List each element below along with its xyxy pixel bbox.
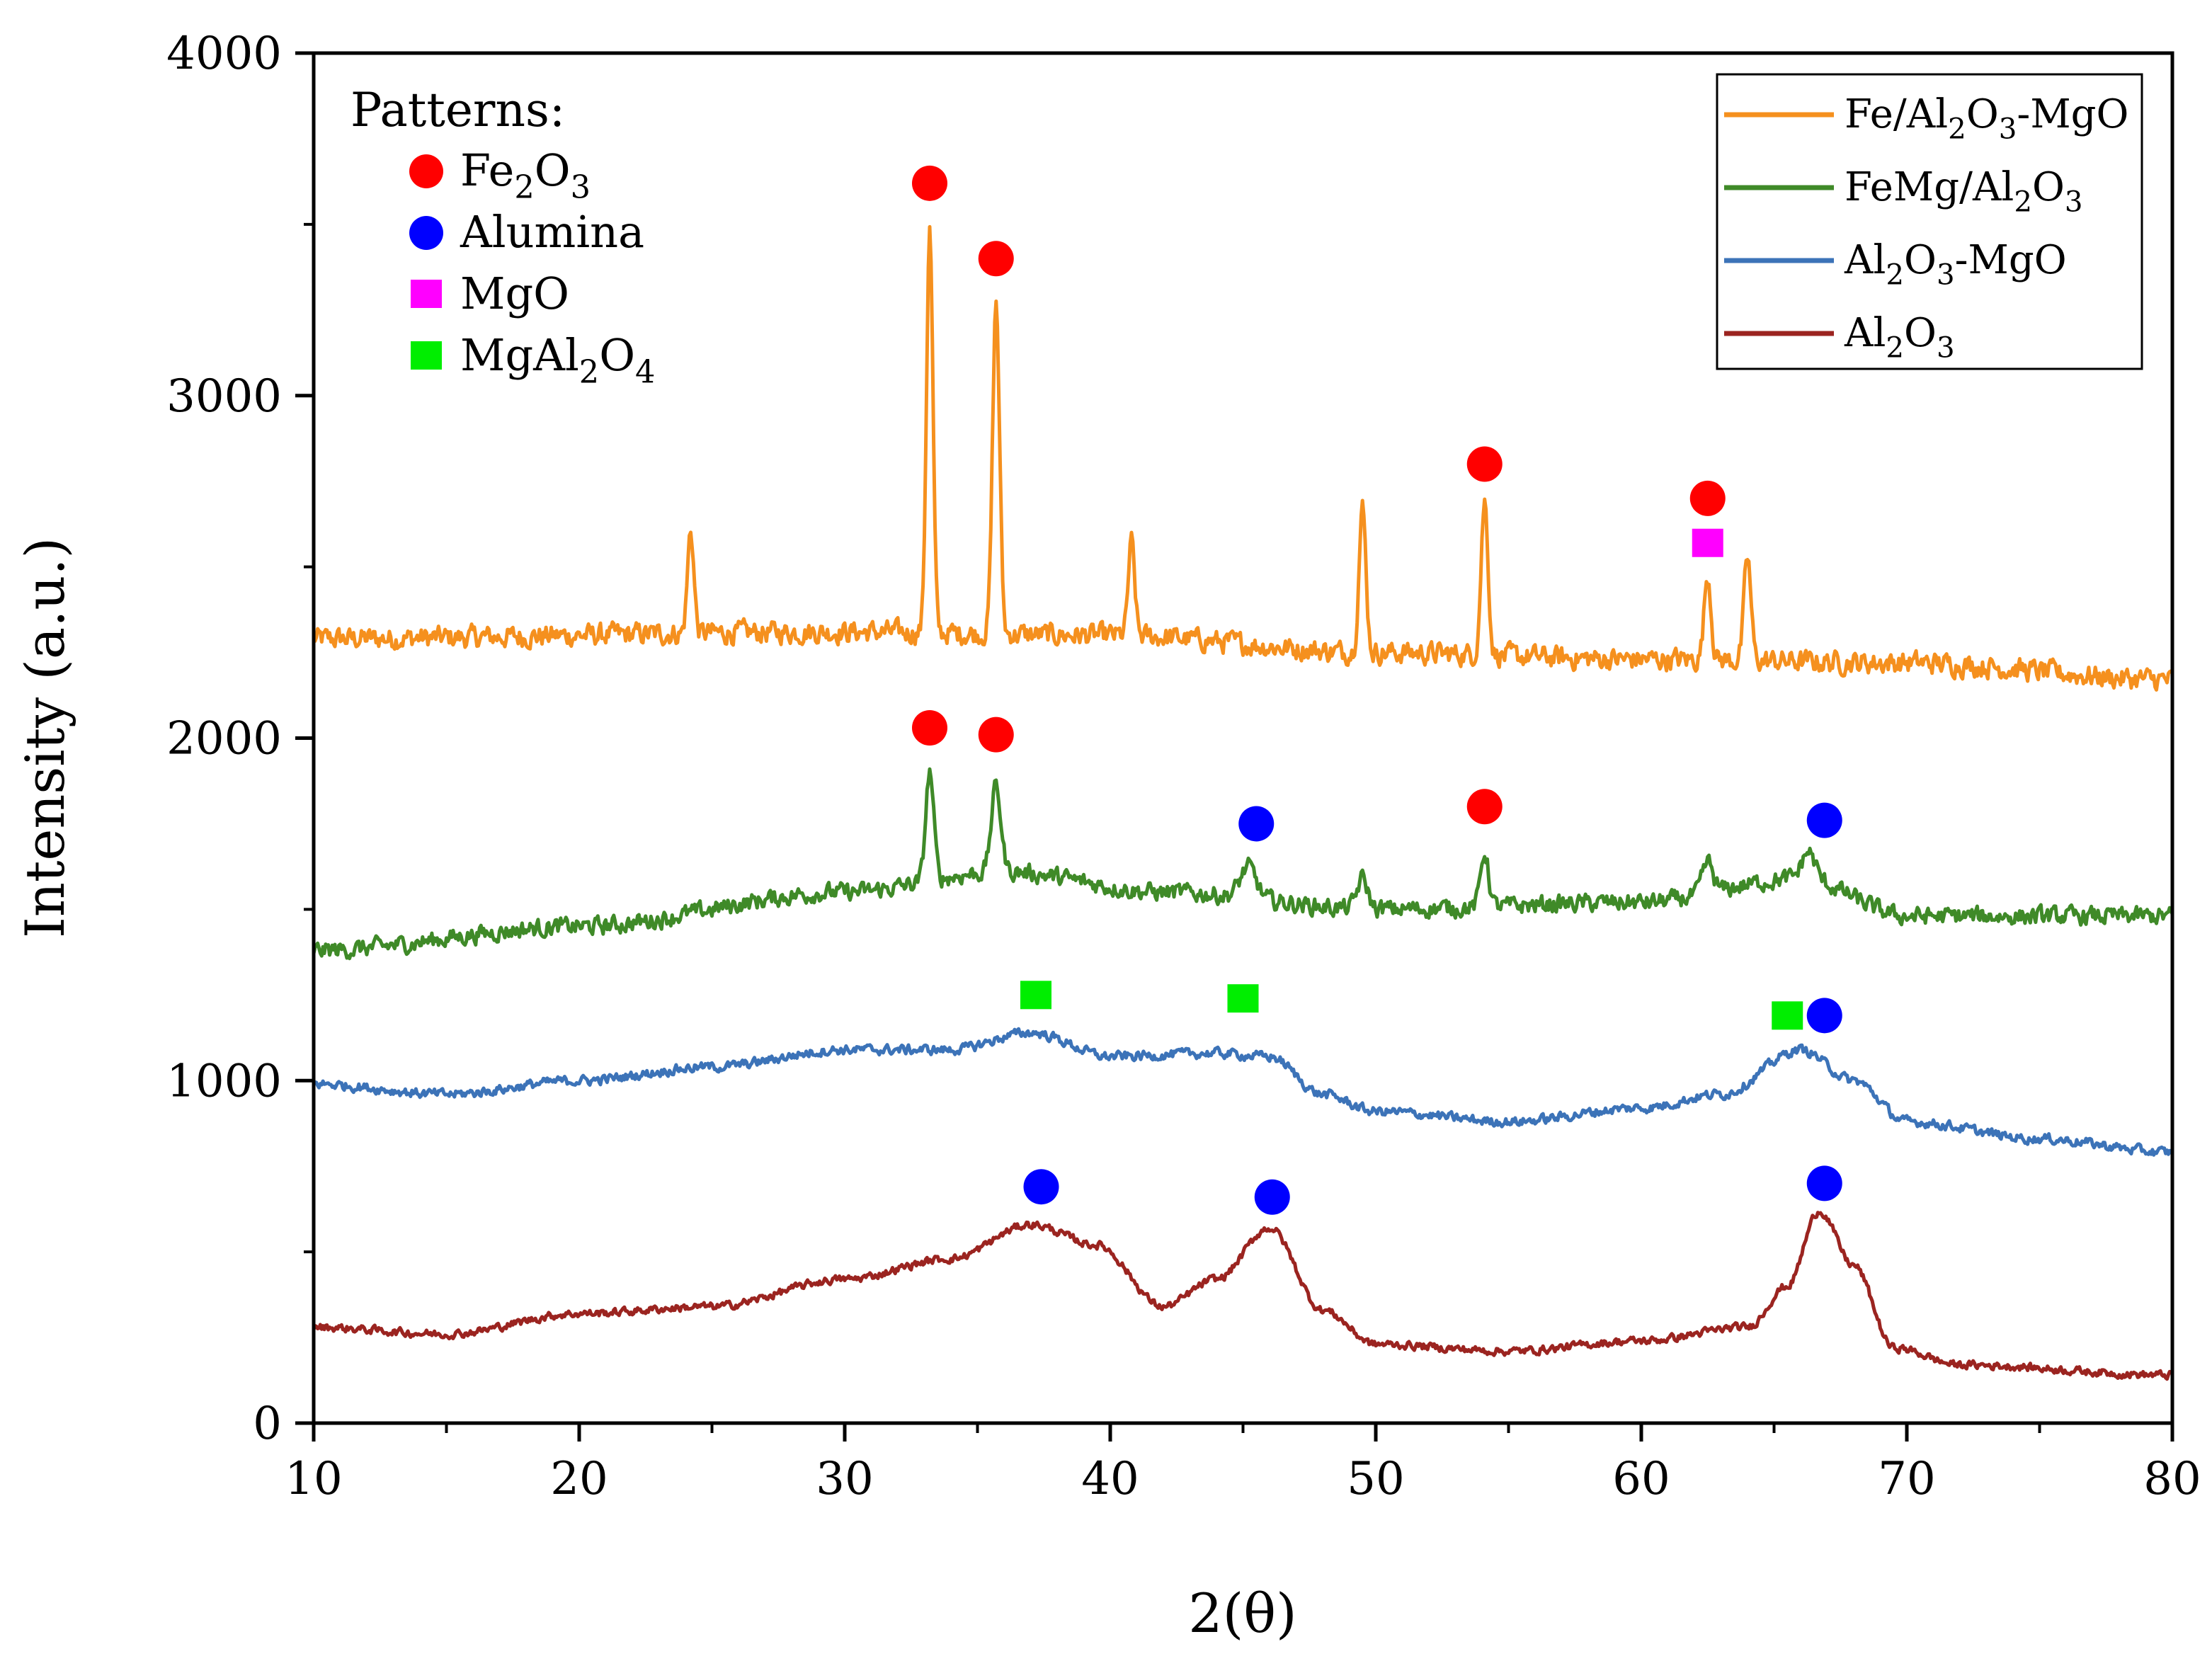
pattern-legend-title: Patterns:: [350, 83, 565, 137]
y-tick-label: 2000: [166, 713, 282, 765]
pattern-legend-symbol-fe2o3: [409, 154, 443, 188]
pattern-legend-label-mgo: MgO: [460, 268, 569, 319]
x-tick-label: 80: [2143, 1453, 2201, 1505]
series-line-al2o3: [312, 1211, 2173, 1381]
pattern-legend-symbol-alumina: [409, 216, 443, 250]
y-tick-label: 4000: [166, 28, 282, 80]
x-tick-label: 10: [285, 1453, 342, 1505]
series-legend-label-femg-al2o3: FeMg/Al2O3: [1845, 164, 2083, 219]
x-tick-label: 30: [816, 1453, 873, 1505]
x-tick-label: 70: [1878, 1453, 1935, 1505]
series-legend-box: [1716, 73, 2143, 370]
y-tick-label: 3000: [166, 370, 282, 423]
series-curves: [312, 224, 2174, 1381]
marker-fe2o3: [1466, 789, 1503, 825]
x-tick-label: 40: [1081, 1453, 1139, 1505]
marker-fe2o3: [978, 717, 1014, 753]
marker-alumina: [1806, 802, 1842, 838]
marker-mgal2o4: [1772, 1001, 1803, 1030]
y-axis-title: Intensity (a.u.): [13, 537, 76, 938]
pattern-legend-symbol-mgo: [411, 280, 442, 308]
marker-alumina: [1023, 1169, 1059, 1205]
x-axis-title: 2(θ): [1188, 1582, 1296, 1645]
peak-markers: [912, 165, 1842, 1215]
pattern-legend-symbol-mgal2o4: [411, 341, 442, 370]
y-tick-label: 1000: [166, 1055, 282, 1107]
x-tick-label: 20: [550, 1453, 608, 1505]
series-legend: Fe/Al2O3-MgO FeMg/Al2O3 Al2O3-MgO Al2O3: [1716, 73, 2143, 370]
marker-fe2o3: [1466, 446, 1503, 482]
marker-alumina: [1254, 1179, 1290, 1215]
pattern-legend-label-fe2o3: Fe2O3: [460, 144, 591, 205]
series-legend-label-fe-al2o3-mgo: Fe/Al2O3-MgO: [1845, 91, 2128, 146]
marker-alumina: [1806, 1165, 1842, 1201]
pattern-legend-label-mgal2o4: MgAl2O4: [460, 329, 655, 390]
marker-alumina: [1238, 806, 1275, 842]
marker-fe2o3: [978, 241, 1014, 277]
marker-alumina: [1806, 998, 1842, 1034]
marker-fe2o3: [912, 165, 947, 201]
series-legend-label-al2o3-mgo: Al2O3-MgO: [1844, 237, 2067, 292]
marker-fe2o3: [912, 709, 947, 746]
marker-fe2o3: [1689, 480, 1726, 516]
series-line-femg-al2o3: [312, 767, 2174, 961]
series-line-fe-al2o3-mgo: [312, 224, 2173, 692]
marker-mgal2o4: [1020, 981, 1051, 1010]
axes: 10 20 30 40 50 60 70 80 0 1000 2000 3000 4000: [166, 28, 2201, 1505]
y-tick-label: 0: [253, 1398, 282, 1450]
marker-mgal2o4: [1227, 984, 1259, 1013]
x-tick-label: 50: [1347, 1453, 1404, 1505]
pattern-legend-label-alumina: Alumina: [460, 206, 644, 258]
x-tick-label: 60: [1612, 1453, 1670, 1505]
marker-mgo: [1692, 528, 1723, 557]
series-legend-label-al2o3: Al2O3: [1844, 310, 1955, 365]
series-line-al2o3-mgo: [312, 1027, 2174, 1157]
